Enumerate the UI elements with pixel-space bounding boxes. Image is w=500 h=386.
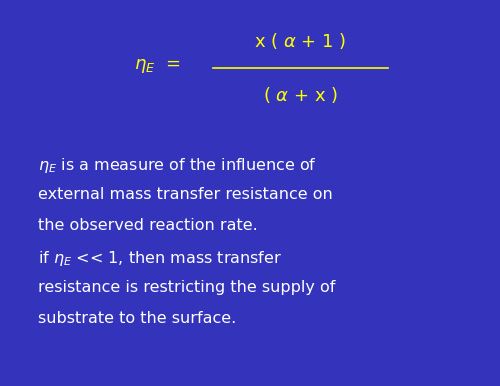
Text: if $\eta_E$ << 1, then mass transfer: if $\eta_E$ << 1, then mass transfer	[38, 249, 282, 268]
Text: substrate to the surface.: substrate to the surface.	[38, 311, 236, 326]
Text: external mass transfer resistance on: external mass transfer resistance on	[38, 187, 332, 202]
Text: $\eta_E$  =: $\eta_E$ =	[134, 57, 180, 74]
Text: x ( $\alpha$ + 1 ): x ( $\alpha$ + 1 )	[254, 30, 346, 51]
Text: the observed reaction rate.: the observed reaction rate.	[38, 218, 257, 233]
Text: $\eta_E$ is a measure of the influence of: $\eta_E$ is a measure of the influence o…	[38, 156, 316, 175]
Text: resistance is restricting the supply of: resistance is restricting the supply of	[38, 280, 335, 295]
Text: ( $\alpha$ + x ): ( $\alpha$ + x )	[262, 85, 338, 105]
